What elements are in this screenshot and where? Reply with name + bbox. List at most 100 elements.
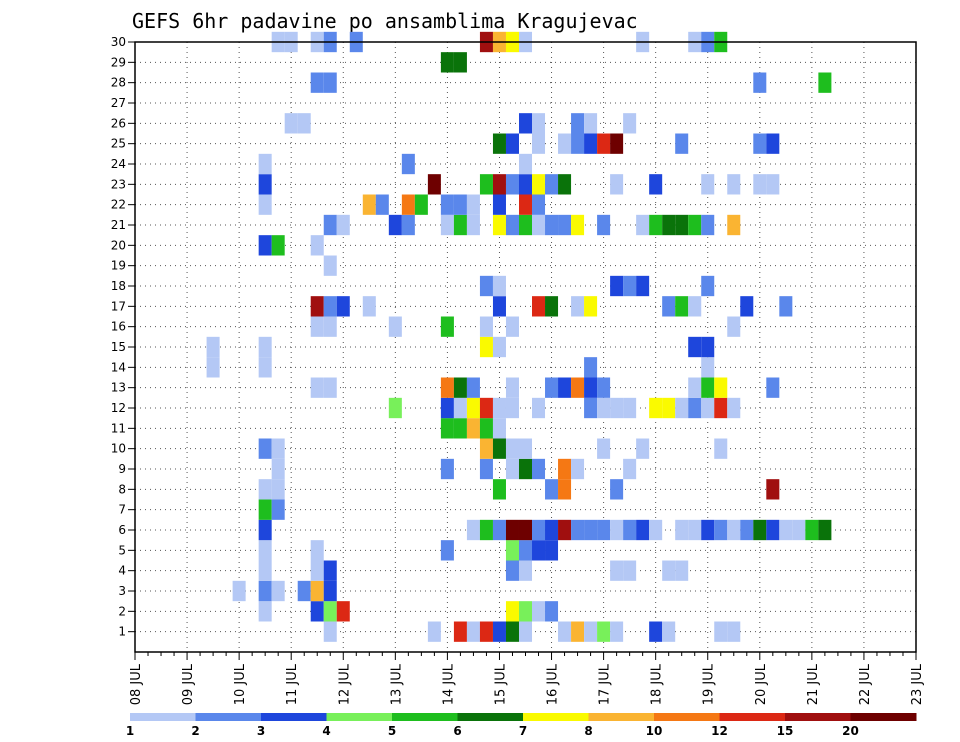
data-cell bbox=[466, 418, 480, 439]
colorbar-swatch bbox=[785, 713, 851, 721]
data-cell bbox=[310, 560, 324, 581]
data-cell bbox=[258, 336, 272, 358]
data-cell bbox=[714, 621, 728, 642]
data-cell bbox=[505, 174, 519, 195]
y-tick-label: 11 bbox=[111, 421, 126, 435]
data-cell bbox=[558, 479, 572, 500]
data-cell bbox=[545, 601, 559, 622]
data-cell bbox=[584, 296, 598, 317]
data-cell bbox=[479, 438, 493, 459]
data-cell bbox=[492, 336, 506, 358]
data-cell bbox=[558, 458, 572, 480]
data-cell bbox=[375, 194, 389, 215]
data-cell bbox=[258, 357, 272, 378]
data-cell bbox=[532, 214, 546, 236]
data-cell bbox=[310, 72, 324, 93]
data-cell bbox=[610, 133, 624, 154]
data-cell bbox=[258, 479, 272, 500]
data-cell bbox=[688, 336, 702, 358]
data-cell bbox=[310, 601, 324, 622]
data-cell bbox=[505, 214, 519, 236]
data-cell bbox=[492, 438, 506, 459]
data-cell bbox=[505, 377, 519, 398]
data-cell bbox=[766, 133, 780, 154]
data-cell bbox=[714, 519, 728, 541]
data-cell bbox=[701, 336, 715, 358]
data-cell bbox=[753, 174, 767, 195]
data-cell bbox=[532, 133, 546, 154]
colorbar-label: 2 bbox=[191, 724, 199, 738]
y-tick-label: 9 bbox=[118, 462, 126, 476]
data-cell bbox=[584, 113, 598, 134]
colorbar-swatch bbox=[457, 713, 524, 721]
data-cell bbox=[466, 377, 480, 398]
y-tick-label: 7 bbox=[118, 503, 126, 517]
data-cell bbox=[440, 52, 454, 73]
colorbar-label: 20 bbox=[842, 724, 859, 738]
data-cell bbox=[258, 438, 272, 459]
y-tick-label: 13 bbox=[111, 381, 126, 395]
x-tick-label: 15 JUL bbox=[493, 663, 508, 705]
data-cell bbox=[258, 194, 272, 215]
data-cell bbox=[518, 601, 533, 622]
y-tick-label: 17 bbox=[111, 299, 126, 313]
data-cell bbox=[662, 397, 676, 419]
data-cell bbox=[584, 377, 598, 398]
data-cell bbox=[571, 296, 585, 317]
x-tick-label: 08 JUL bbox=[129, 663, 144, 705]
data-cell bbox=[232, 580, 246, 602]
data-cell bbox=[571, 133, 585, 154]
x-tick-label: 21 JUL bbox=[806, 663, 821, 705]
data-cell bbox=[701, 397, 715, 419]
data-cell bbox=[505, 601, 519, 622]
data-cell bbox=[584, 621, 598, 642]
chart-title: GEFS 6hr padavine po ansamblima Kragujev… bbox=[132, 9, 638, 33]
data-cell bbox=[310, 235, 324, 256]
y-tick-label: 19 bbox=[111, 259, 126, 273]
data-cell bbox=[518, 214, 533, 236]
data-cell bbox=[466, 214, 480, 236]
colorbar-swatch bbox=[261, 713, 327, 721]
data-cell bbox=[518, 519, 533, 541]
data-cell bbox=[258, 580, 272, 602]
data-cell bbox=[597, 438, 611, 459]
data-cell bbox=[388, 316, 402, 337]
data-cell bbox=[505, 540, 519, 561]
data-cell bbox=[479, 621, 493, 642]
data-cell bbox=[310, 580, 324, 602]
data-cell bbox=[453, 418, 467, 439]
colorbar-swatch bbox=[195, 713, 262, 721]
data-cell bbox=[492, 621, 506, 642]
data-cell bbox=[271, 499, 285, 520]
colorbar-swatch bbox=[719, 713, 786, 721]
data-cell bbox=[571, 621, 585, 642]
data-cell bbox=[323, 560, 337, 581]
colorbar-label: 8 bbox=[584, 724, 592, 738]
x-axis: 08 JUL 09 JUL 10 JUL 11 JUL 12 JUL 13 JUL 14 J… bbox=[129, 652, 925, 705]
colorbar-label: 10 bbox=[646, 724, 663, 738]
data-cell bbox=[323, 601, 337, 622]
y-tick-label: 18 bbox=[111, 279, 126, 293]
data-cell bbox=[492, 296, 506, 317]
data-cell bbox=[362, 194, 376, 215]
data-cell bbox=[518, 113, 533, 134]
data-cell bbox=[310, 377, 324, 398]
x-tick-label: 17 JUL bbox=[598, 663, 613, 705]
y-tick-label: 8 bbox=[118, 482, 126, 496]
data-cell bbox=[271, 458, 285, 480]
colorbar-swatch bbox=[654, 713, 720, 721]
data-cell bbox=[753, 519, 767, 541]
data-cell bbox=[440, 458, 454, 480]
data-cell bbox=[453, 397, 467, 419]
data-cell bbox=[571, 113, 585, 134]
data-cell bbox=[505, 560, 519, 581]
data-cell bbox=[584, 133, 598, 154]
data-cell bbox=[401, 214, 415, 236]
data-cell bbox=[258, 540, 272, 561]
data-cell bbox=[479, 336, 493, 358]
data-cell bbox=[701, 519, 715, 541]
data-cell bbox=[662, 296, 676, 317]
data-cell bbox=[597, 214, 611, 236]
data-cell bbox=[440, 194, 454, 215]
data-cell bbox=[610, 560, 624, 581]
